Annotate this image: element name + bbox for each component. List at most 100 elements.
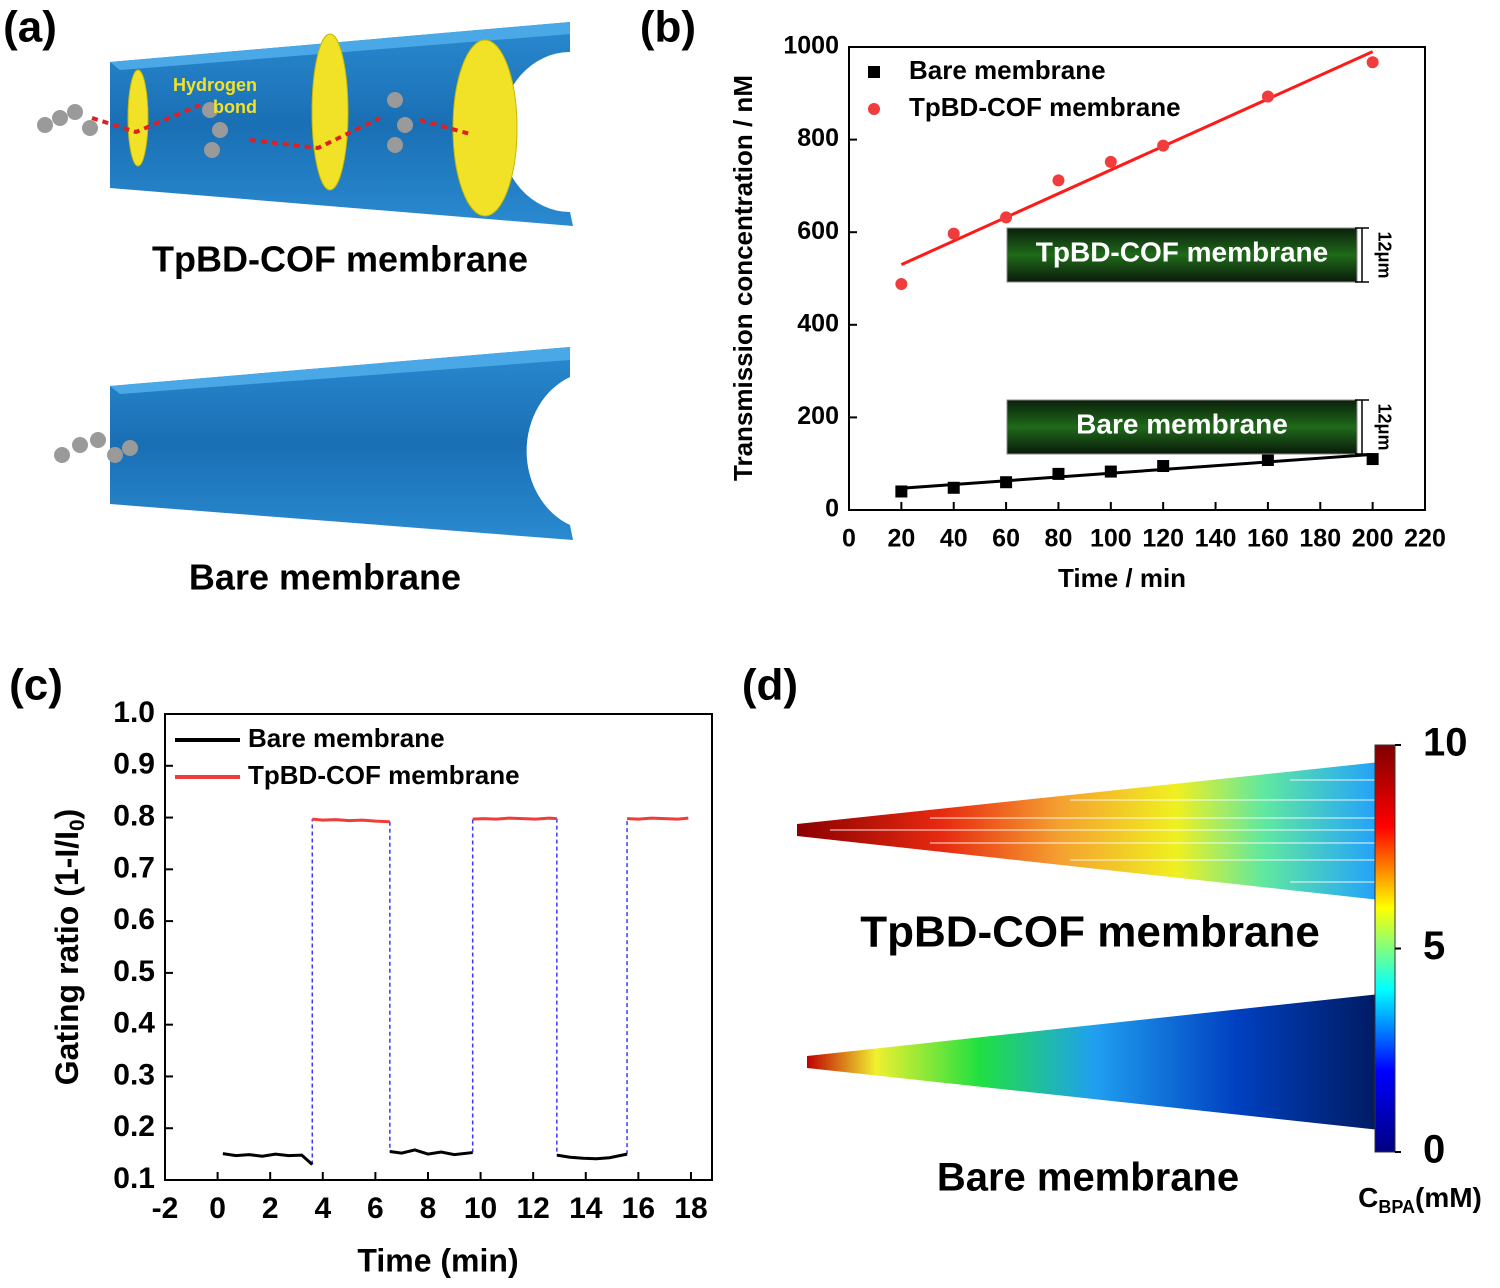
point	[1104, 155, 1117, 168]
inset-image	[1006, 399, 1358, 455]
y-tick-label: 0.5	[113, 955, 155, 988]
y-tick-label: 0.2	[113, 1110, 155, 1143]
colorbar-label-part: BPA	[1378, 1197, 1415, 1217]
x-tick-label: 2	[262, 1192, 279, 1225]
y-tick-label: 0.8	[113, 799, 155, 832]
colorbar-label-part: (mM)	[1415, 1182, 1482, 1213]
x-tick-label: 200	[1352, 525, 1394, 553]
point	[895, 278, 908, 291]
point	[947, 481, 960, 494]
line	[311, 818, 628, 1165]
point	[1052, 174, 1065, 187]
panel-label: (d)	[742, 661, 798, 710]
y-axis-label-part: 0	[66, 819, 89, 831]
y-tick-label: 0.7	[113, 851, 155, 884]
caption: Bare membrane	[937, 1156, 1239, 1200]
y-tick-label: 0.6	[113, 903, 155, 936]
panel-label: (c)	[9, 661, 63, 710]
scale-label: 12μm	[1374, 403, 1394, 450]
x-tick-label: 180	[1299, 525, 1341, 553]
colorbar-label-part: C	[1358, 1182, 1378, 1213]
caption: Bare membrane	[189, 557, 461, 598]
point	[1366, 453, 1379, 466]
point	[1261, 90, 1274, 103]
axes-frame	[164, 713, 713, 1181]
point	[1052, 467, 1065, 480]
x-tick-label: 14	[569, 1192, 603, 1225]
y-tick-label: 800	[797, 124, 839, 152]
inset-label: Bare membrane	[1076, 408, 1288, 439]
y-axis-label-part: Gating ratio (1-I/I	[49, 831, 85, 1085]
colorbar	[1374, 744, 1396, 1153]
y-tick-label: 0	[825, 495, 839, 523]
x-axis-label: Time (min)	[357, 1242, 518, 1278]
caption: TpBD-COF membrane	[860, 908, 1320, 957]
fit-line	[900, 50, 1374, 266]
point	[1261, 453, 1274, 466]
x-tick-label: 16	[622, 1192, 655, 1225]
colorbar-tick-label: 10	[1423, 721, 1468, 765]
x-tick-label: 8	[420, 1192, 437, 1225]
y-tick-label: 0.1	[113, 1162, 155, 1195]
x-tick-label: 6	[367, 1192, 384, 1225]
y-axis-label: Transmission concentration / nM	[728, 75, 758, 481]
point	[895, 485, 908, 498]
x-tick-label: 12	[516, 1192, 549, 1225]
y-tick-label: 0.4	[113, 1007, 155, 1040]
y-tick-label: 600	[797, 217, 839, 245]
y-axis-label: Gating ratio (1-I/I0)	[49, 809, 88, 1085]
bond-label: Hydrogen	[173, 75, 257, 95]
inset-image	[1006, 227, 1358, 283]
line	[312, 816, 689, 824]
legend-label: Bare membrane	[248, 723, 445, 753]
colorbar-tick-label: 5	[1423, 924, 1445, 968]
legend-marker	[868, 66, 880, 78]
point	[1366, 56, 1379, 69]
point	[1104, 465, 1117, 478]
x-tick-label: 18	[674, 1192, 707, 1225]
x-tick-label: 20	[887, 525, 915, 553]
panel-label: (b)	[640, 3, 696, 52]
y-tick-label: 0.9	[113, 748, 155, 781]
point	[1157, 460, 1170, 473]
wedge-illustration	[797, 762, 1380, 1130]
inset-label: TpBD-COF membrane	[1036, 236, 1328, 267]
x-tick-label: 60	[992, 525, 1020, 553]
x-tick-label: 80	[1045, 525, 1073, 553]
y-tick-label: 1.0	[113, 696, 155, 729]
y-tick-label: 1000	[783, 32, 839, 60]
y-tick-label: 200	[797, 402, 839, 430]
scale-label: 12μm	[1374, 231, 1394, 278]
tube-illustration	[37, 22, 573, 226]
tube-illustration	[54, 347, 573, 540]
x-tick-label: 0	[842, 525, 856, 553]
y-axis-label-part: )	[49, 809, 85, 820]
point	[947, 227, 960, 240]
x-axis-label: Time / min	[1058, 563, 1186, 593]
colorbar-tick-label: 0	[1423, 1128, 1445, 1172]
x-tick-label: 40	[940, 525, 968, 553]
fit-line	[901, 452, 1373, 490]
point	[1000, 476, 1013, 489]
legend-label: TpBD-COF membrane	[909, 92, 1181, 122]
bond-label: bond	[213, 97, 257, 117]
point	[1000, 211, 1013, 224]
panel-label: (a)	[3, 3, 57, 52]
colorbar-label: CBPA(mM)	[1358, 1182, 1482, 1216]
x-tick-label: 120	[1142, 525, 1184, 553]
x-tick-label: 140	[1195, 525, 1237, 553]
legend-label: TpBD-COF membrane	[248, 760, 520, 790]
x-tick-label: 220	[1404, 525, 1446, 553]
axes-frame	[848, 46, 1426, 511]
x-tick-label: 10	[464, 1192, 497, 1225]
x-tick-label: 100	[1090, 525, 1132, 553]
x-tick-label: 160	[1247, 525, 1289, 553]
legend-label: Bare membrane	[909, 55, 1106, 85]
legend-marker	[868, 103, 880, 115]
y-tick-label: 0.3	[113, 1058, 155, 1091]
x-tick-label: 0	[209, 1192, 226, 1225]
line	[222, 1148, 628, 1166]
y-tick-label: 400	[797, 309, 839, 337]
